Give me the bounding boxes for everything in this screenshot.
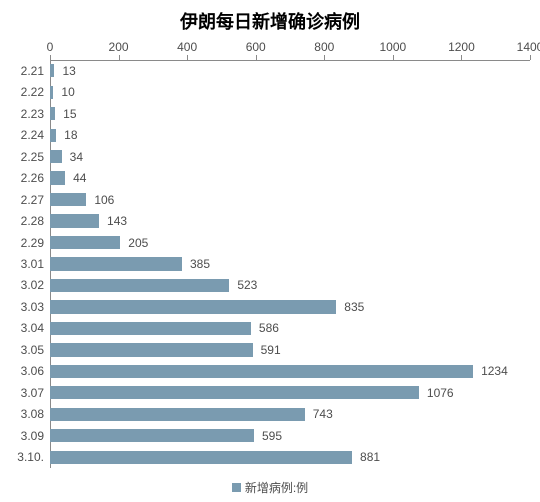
y-tick-label: 3.06 — [21, 364, 44, 378]
y-tick-label: 2.24 — [21, 128, 44, 142]
y-tick-label: 2.23 — [21, 107, 44, 121]
bar — [50, 322, 251, 335]
y-tick-label: 3.04 — [21, 321, 44, 335]
value-label: 18 — [64, 128, 77, 142]
y-tick-label: 3.01 — [21, 257, 44, 271]
bar — [50, 107, 55, 120]
value-label: 591 — [261, 343, 281, 357]
y-tick-label: 3.03 — [21, 300, 44, 314]
bar — [50, 343, 253, 356]
legend-swatch — [232, 483, 241, 492]
x-tick-mark — [461, 55, 462, 60]
value-label: 143 — [107, 214, 127, 228]
x-tick-mark — [50, 55, 51, 60]
x-tick-mark — [324, 55, 325, 60]
bar — [50, 386, 419, 399]
y-tick-label: 3.07 — [21, 386, 44, 400]
bar — [50, 236, 120, 249]
legend-label: 新增病例:例 — [245, 479, 308, 496]
x-axis-line — [50, 60, 530, 61]
value-label: 10 — [61, 85, 74, 99]
bar — [50, 171, 65, 184]
value-label: 595 — [262, 429, 282, 443]
value-label: 385 — [190, 257, 210, 271]
x-tick-label: 400 — [177, 40, 197, 54]
value-label: 34 — [70, 150, 83, 164]
y-tick-label: 3.08 — [21, 407, 44, 421]
x-tick-mark — [530, 55, 531, 60]
y-tick-label: 2.28 — [21, 214, 44, 228]
y-tick-label: 2.21 — [21, 64, 44, 78]
x-tick-label: 200 — [109, 40, 129, 54]
bar — [50, 150, 62, 163]
value-label: 13 — [62, 64, 75, 78]
bar — [50, 193, 86, 206]
bar — [50, 257, 182, 270]
bar — [50, 279, 229, 292]
y-tick-label: 2.25 — [21, 150, 44, 164]
x-tick-label: 1200 — [448, 40, 475, 54]
y-tick-label: 3.10. — [17, 450, 44, 464]
legend: 新增病例:例 — [0, 479, 540, 496]
x-tick-mark — [256, 55, 257, 60]
value-label: 835 — [344, 300, 364, 314]
value-label: 205 — [128, 236, 148, 250]
bar — [50, 214, 99, 227]
chart-title: 伊朗每日新增确诊病例 — [0, 8, 540, 34]
x-tick-mark — [393, 55, 394, 60]
bar — [50, 451, 352, 464]
value-label: 743 — [313, 407, 333, 421]
x-tick-label: 0 — [47, 40, 54, 54]
value-label: 1234 — [481, 364, 508, 378]
x-tick-label: 1000 — [379, 40, 406, 54]
value-label: 586 — [259, 321, 279, 335]
value-label: 106 — [94, 193, 114, 207]
x-tick-label: 800 — [314, 40, 334, 54]
value-label: 1076 — [427, 386, 454, 400]
y-tick-label: 3.05 — [21, 343, 44, 357]
value-label: 15 — [63, 107, 76, 121]
y-tick-label: 2.29 — [21, 236, 44, 250]
y-tick-label: 3.02 — [21, 278, 44, 292]
bar — [50, 86, 53, 99]
bar — [50, 129, 56, 142]
value-label: 523 — [237, 278, 257, 292]
daily-new-cases-chart: 伊朗每日新增确诊病例 0 200 400 600 800 1000 1200 1400 13 10… — [0, 0, 540, 502]
value-label: 44 — [73, 171, 86, 185]
value-label: 881 — [360, 450, 380, 464]
y-tick-label: 2.22 — [21, 85, 44, 99]
y-tick-label: 3.09 — [21, 429, 44, 443]
bar — [50, 429, 254, 442]
y-tick-label: 2.27 — [21, 193, 44, 207]
x-tick-label: 1400 — [517, 40, 540, 54]
plot-area: 0200400600800100012001400131015183444106… — [50, 60, 530, 468]
bar — [50, 365, 473, 378]
bar — [50, 300, 336, 313]
y-tick-label: 2.26 — [21, 171, 44, 185]
x-tick-mark — [119, 55, 120, 60]
x-tick-label: 600 — [246, 40, 266, 54]
bar — [50, 408, 305, 421]
x-tick-mark — [187, 55, 188, 60]
bar — [50, 64, 54, 77]
